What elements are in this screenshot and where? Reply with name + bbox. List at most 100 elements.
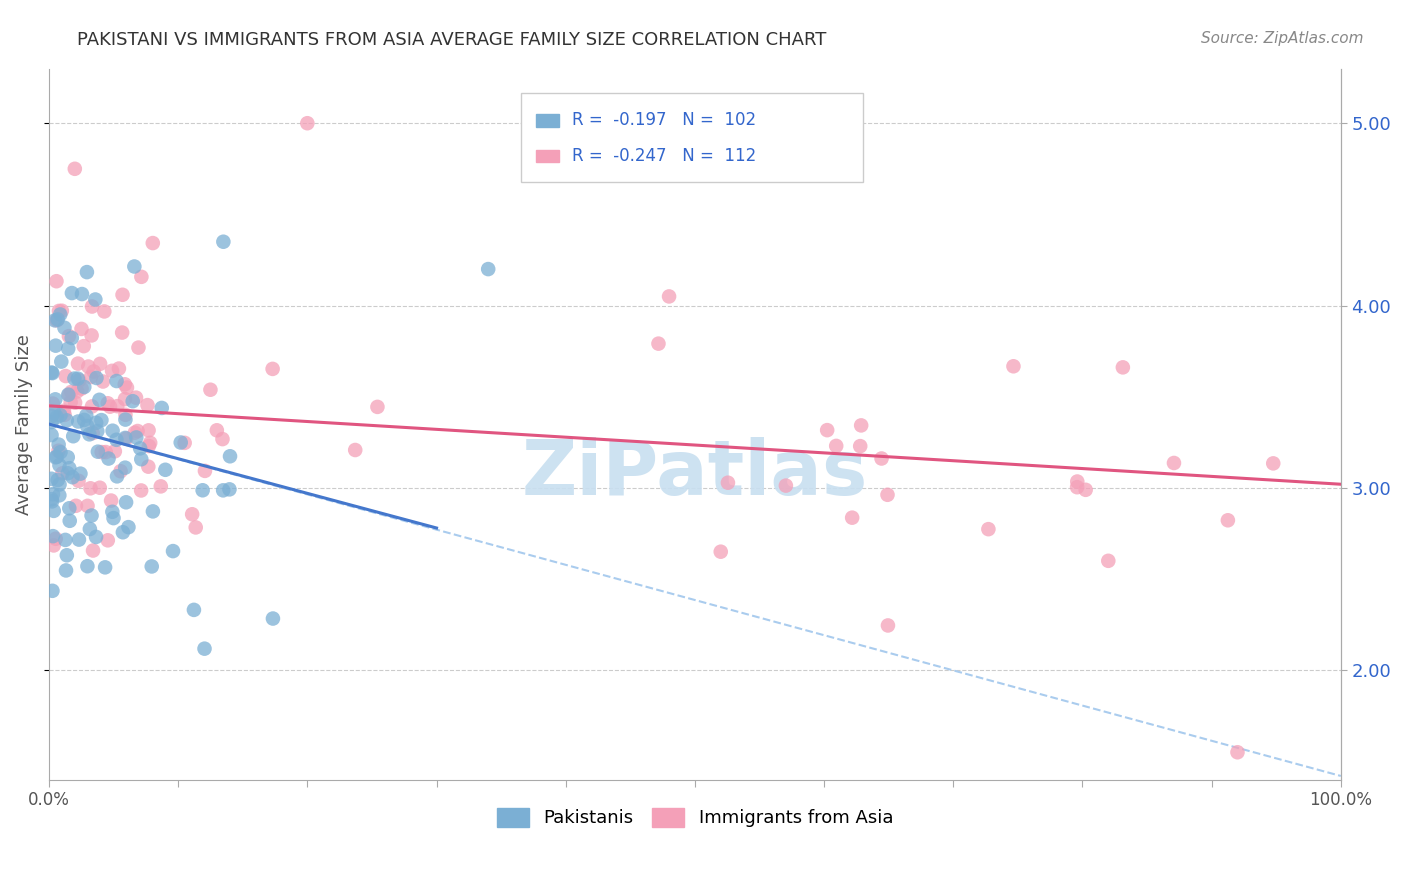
Point [58,461,80,475]
Point [89,481,111,495]
Point [84,416,107,430]
Point [138,439,160,453]
Point [41,366,63,380]
Point [45,450,67,464]
Point [877,618,900,632]
Point [89,392,111,407]
Point [60,286,83,301]
Text: R =  -0.197   N =  102: R = -0.197 N = 102 [572,112,756,129]
Point [58,342,80,356]
Point [97,451,120,466]
Point [1097,554,1119,568]
Point [262,611,284,625]
Point [73,413,96,427]
Point [111,326,134,340]
Point [70,322,93,336]
Point [101,505,124,519]
Point [55,564,77,578]
Point [94,560,117,574]
Point [62,429,84,443]
Point [344,442,367,457]
Point [184,520,207,534]
Point [56,548,79,562]
Point [51,354,73,368]
Point [131,269,153,284]
Point [76,559,98,574]
Point [45,532,67,546]
Point [82,426,104,441]
Point [111,287,134,301]
Point [53,408,76,422]
Point [62,470,84,484]
Point [219,450,242,464]
Point [212,483,235,498]
Point [114,377,136,392]
Point [100,493,122,508]
Point [73,339,96,353]
Point [136,398,159,412]
Point [142,236,165,251]
Point [48,488,70,502]
Point [41,366,63,380]
Point [58,501,80,516]
Point [59,395,82,409]
Point [42,529,65,543]
Point [129,483,152,498]
Point [136,459,159,474]
Point [67,474,90,488]
Point [82,543,104,558]
Point [79,522,101,536]
Point [658,289,681,303]
Point [97,396,120,410]
Point [60,384,83,399]
Point [710,544,733,558]
Point [69,467,91,481]
Point [93,304,115,318]
Point [80,328,103,343]
Point [141,559,163,574]
Point [79,481,101,495]
Bar [536,150,560,162]
Point [114,431,136,445]
Point [87,444,110,458]
Point [841,510,863,524]
Point [94,445,117,459]
Point [105,374,128,388]
Point [173,435,195,450]
Text: ZiPatlas: ZiPatlas [522,437,868,511]
Point [297,116,319,130]
Point [90,445,112,459]
Point [56,450,79,465]
Point [66,371,89,385]
Text: Source: ZipAtlas.com: Source: ZipAtlas.com [1201,31,1364,46]
Point [150,401,173,415]
Bar [536,114,560,127]
Point [115,432,138,446]
Point [105,399,128,413]
Point [41,409,63,423]
Point [139,435,162,450]
Point [170,435,193,450]
Point [129,442,152,456]
Point [70,287,93,301]
Point [46,473,69,487]
Point [1263,456,1285,470]
Point [63,161,86,176]
Point [103,511,125,525]
Point [44,392,66,407]
Point [194,464,217,478]
Point [76,419,98,434]
Point [870,451,893,466]
Point [212,235,235,249]
Point [76,499,98,513]
Point [41,428,63,442]
Point [41,494,63,508]
Point [45,410,67,425]
Point [58,329,80,343]
Point [117,520,139,534]
Point [67,415,90,429]
Point [125,430,148,444]
Point [52,404,75,418]
Point [44,406,66,420]
Point [46,312,69,326]
